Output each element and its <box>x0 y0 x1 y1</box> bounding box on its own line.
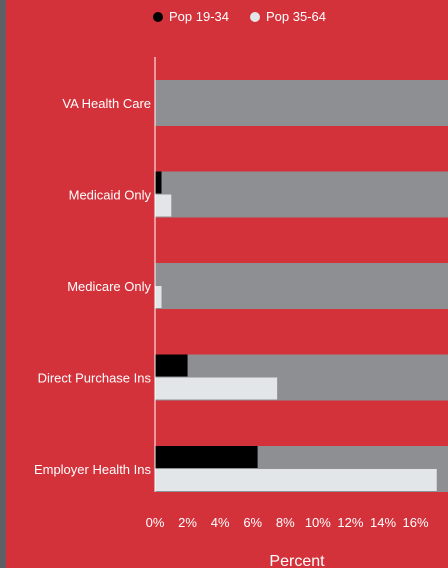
x-tick-label: 0% <box>146 515 165 530</box>
x-axis-title: Percent <box>269 553 325 568</box>
legend-label-pop-35-64: Pop 35-64 <box>266 9 326 24</box>
x-tick-label: 6% <box>243 515 262 530</box>
x-tick-label: 8% <box>276 515 295 530</box>
x-tick-label: 12% <box>337 515 363 530</box>
bar-group-medicaid-only: Medicaid Only <box>69 171 448 218</box>
bar-group-employer-health-ins: Employer Health Ins <box>34 446 448 492</box>
bar-pop-35-64-medicaid-only <box>155 194 172 217</box>
bar-pop-19-34-direct-purchase-ins <box>155 354 188 377</box>
category-label-medicaid-only: Medicaid Only <box>69 188 152 203</box>
category-label-va-health-care: VA Health Care <box>62 96 151 111</box>
x-tick-label: 16% <box>403 515 429 530</box>
x-tick-label: 2% <box>178 515 197 530</box>
legend-marker-pop-35-64 <box>250 12 260 22</box>
left-edge-strip <box>0 0 6 568</box>
legend-marker-pop-19-34 <box>153 12 163 22</box>
bar-pop-35-64-employer-health-ins <box>155 469 437 491</box>
x-tick-label: 10% <box>305 515 331 530</box>
bar-track-va-health-care <box>155 80 448 126</box>
bar-track-medicaid-only <box>155 171 448 218</box>
bar-pop-19-34-medicaid-only <box>155 171 162 194</box>
bar-pop-35-64-medicare-only <box>155 286 162 308</box>
category-label-direct-purchase-ins: Direct Purchase Ins <box>38 371 152 386</box>
x-tick-label: 4% <box>211 515 230 530</box>
bar-group-va-health-care: VA Health Care <box>62 80 448 126</box>
bar-pop-35-64-direct-purchase-ins <box>155 377 278 400</box>
legend-label-pop-19-34: Pop 19-34 <box>169 9 229 24</box>
category-label-employer-health-ins: Employer Health Ins <box>34 462 152 477</box>
bar-group-direct-purchase-ins: Direct Purchase Ins <box>38 354 448 401</box>
bar-group-medicare-only: Medicare Only <box>67 263 448 309</box>
category-label-medicare-only: Medicare Only <box>67 279 151 294</box>
bar-pop-19-34-employer-health-ins <box>155 446 258 468</box>
bar-track-medicare-only <box>155 263 448 309</box>
plot-area: VA Health Care Medicaid Only Medicare Only… <box>34 80 448 492</box>
x-axis-ticks: 0% 2% 4% 6% 8% 10% 12% 14% 16% <box>146 515 429 530</box>
x-tick-label: 14% <box>370 515 396 530</box>
legend: Pop 19-34 Pop 35-64 <box>153 9 326 24</box>
